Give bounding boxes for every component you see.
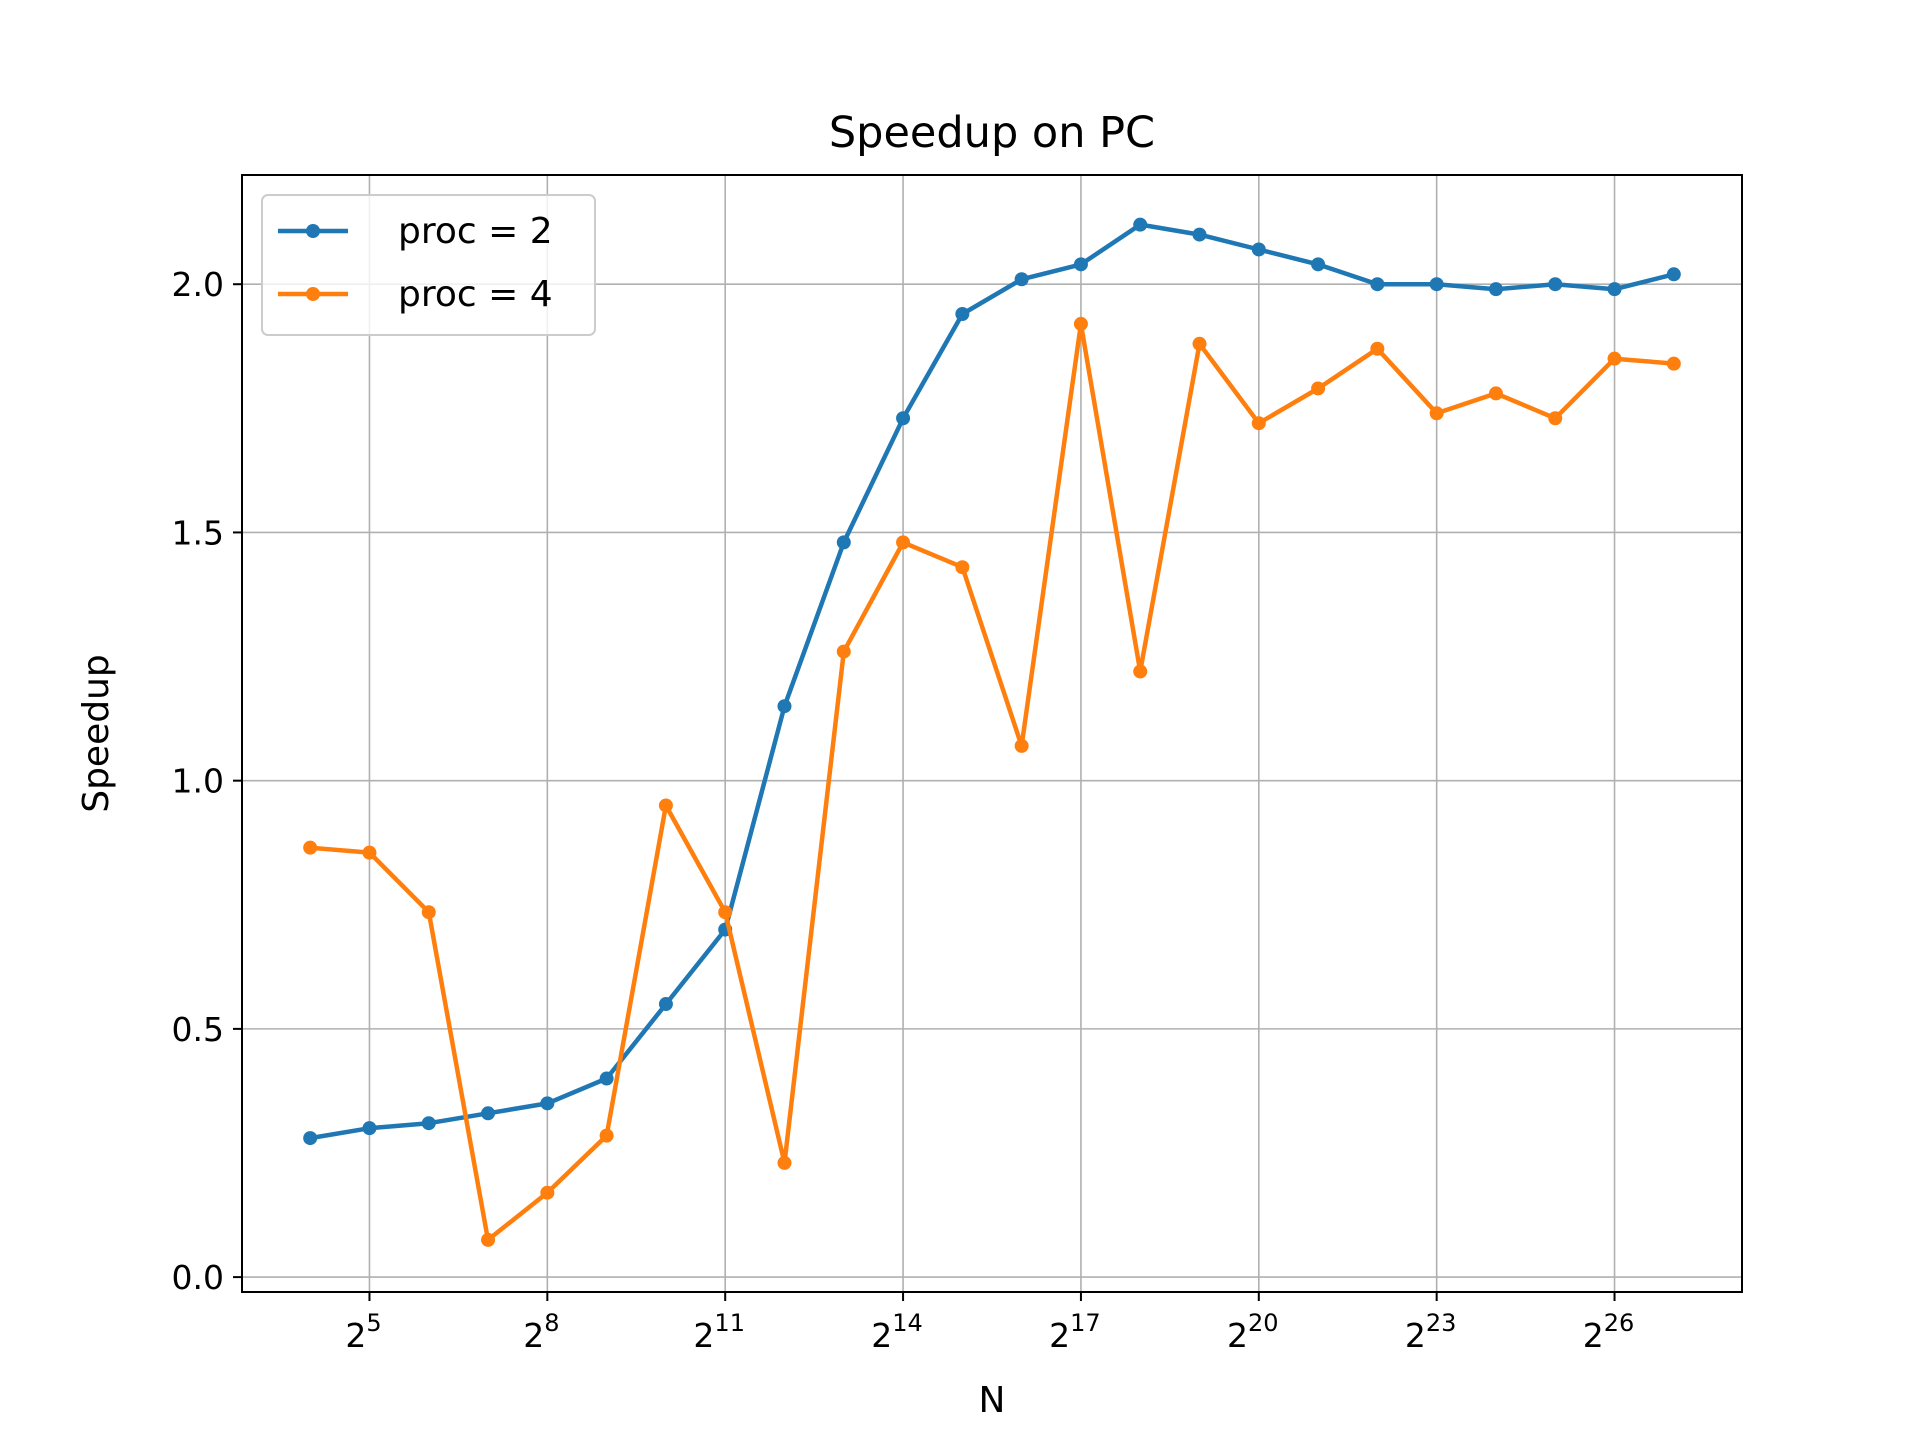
data-point	[540, 1185, 555, 1200]
data-point	[1488, 386, 1503, 401]
data-point	[599, 1071, 614, 1086]
data-point	[599, 1128, 614, 1143]
data-point	[1014, 738, 1029, 753]
y-tick-label: 0.5	[172, 1010, 224, 1049]
x-tick-exponent: 14	[892, 1309, 923, 1337]
x-tick-exponent: 11	[714, 1309, 745, 1337]
data-point	[836, 644, 851, 659]
data-point	[836, 535, 851, 550]
x-tick-label: 25	[345, 1309, 381, 1355]
axes-frame	[241, 174, 1743, 1293]
x-tick-exponent: 23	[1426, 1309, 1457, 1337]
data-point	[540, 1096, 555, 1111]
x-tick-base: 2	[693, 1316, 714, 1355]
data-point	[1429, 406, 1444, 421]
x-tick-base: 2	[1049, 1316, 1070, 1355]
data-point	[1073, 316, 1088, 331]
data-point	[1666, 356, 1681, 371]
x-tick-base: 2	[1227, 1316, 1248, 1355]
chart-title: Speedup on PC	[829, 108, 1155, 158]
data-point	[1251, 416, 1266, 431]
x-axis-label: N	[979, 1380, 1006, 1421]
data-point	[1311, 257, 1326, 272]
data-point	[777, 1155, 792, 1170]
x-tick-label: 220	[1227, 1309, 1279, 1355]
data-point	[658, 997, 673, 1012]
x-tick-base: 2	[1583, 1316, 1604, 1355]
data-point	[955, 560, 970, 575]
y-tick-label: 1.0	[172, 762, 224, 801]
y-tick-label: 0.0	[172, 1258, 224, 1297]
legend-marker	[306, 224, 320, 238]
series-line-proc-2	[307, 222, 1677, 1141]
legend-marker	[306, 287, 320, 301]
y-axis-label: Speedup	[76, 654, 117, 813]
x-tick-exponent: 5	[366, 1309, 381, 1337]
x-tick-exponent: 17	[1070, 1309, 1101, 1337]
data-point	[1073, 257, 1088, 272]
data-point	[896, 411, 911, 426]
data-point	[1311, 381, 1326, 396]
legend-label: proc = 2	[398, 211, 553, 252]
x-tick-base: 2	[871, 1316, 892, 1355]
data-point	[362, 1121, 377, 1136]
data-point	[481, 1232, 496, 1247]
x-tick-base: 2	[523, 1316, 544, 1355]
y-tick-label: 1.5	[172, 513, 224, 552]
data-point	[1133, 664, 1148, 679]
data-point	[1133, 217, 1148, 232]
data-point	[777, 699, 792, 714]
data-point	[1192, 336, 1207, 351]
data-point	[362, 845, 377, 860]
data-point	[303, 840, 318, 855]
data-point	[658, 798, 673, 813]
data-point	[718, 905, 733, 920]
y-tick-label: 2.0	[172, 265, 224, 304]
data-point	[1251, 242, 1266, 257]
data-point	[421, 905, 436, 920]
x-tick-label: 211	[693, 1309, 745, 1355]
x-tick-label: 226	[1583, 1309, 1635, 1355]
data-point	[1192, 227, 1207, 242]
data-point	[1666, 267, 1681, 282]
data-point	[421, 1116, 436, 1131]
data-point	[1014, 272, 1029, 287]
data-point	[896, 535, 911, 550]
x-tick-base: 2	[1405, 1316, 1426, 1355]
data-point	[1429, 277, 1444, 292]
x-tick-label: 217	[1049, 1309, 1101, 1355]
data-point	[955, 307, 970, 322]
data-point	[303, 1131, 318, 1146]
x-tick-label: 223	[1405, 1309, 1457, 1355]
series-line-proc-4	[307, 321, 1677, 1243]
legend: proc = 2 proc = 4	[261, 194, 596, 336]
x-tick-label: 214	[871, 1309, 923, 1355]
x-tick-exponent: 8	[544, 1309, 559, 1337]
legend-label: proc = 4	[398, 274, 553, 315]
data-point	[481, 1106, 496, 1121]
data-point	[1607, 282, 1622, 297]
data-point	[1548, 411, 1563, 426]
data-point	[1607, 351, 1622, 366]
series-layer	[303, 217, 1681, 1247]
x-tick-label: 28	[523, 1309, 559, 1355]
data-point	[1370, 277, 1385, 292]
data-point	[1488, 282, 1503, 297]
data-point	[1370, 341, 1385, 356]
x-tick-exponent: 20	[1248, 1309, 1279, 1337]
data-point	[1548, 277, 1563, 292]
x-tick-exponent: 26	[1604, 1309, 1635, 1337]
x-tick-base: 2	[345, 1316, 366, 1355]
